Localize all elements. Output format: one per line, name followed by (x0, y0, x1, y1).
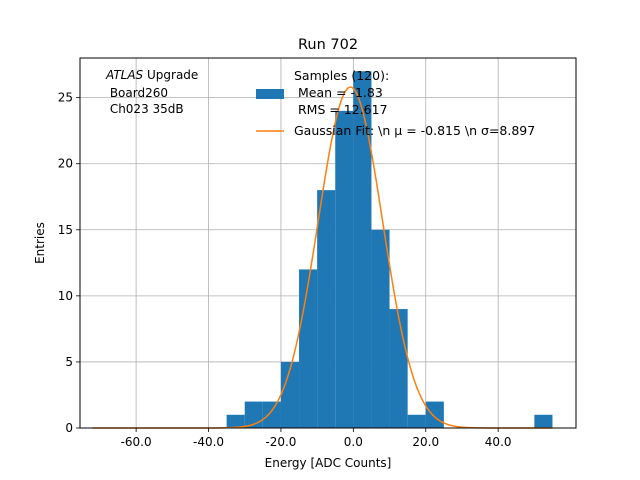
histogram-bar (244, 401, 263, 428)
histogram-bar (317, 190, 336, 428)
x-tick-label: 0.0 (344, 435, 363, 449)
chart-title: Run 702 (298, 37, 358, 53)
histogram-bar (226, 414, 245, 428)
y-tick-label: 5 (65, 355, 73, 369)
legend-fit-label: Gaussian Fit: \n μ = -0.815 \n σ=8.897 (294, 123, 535, 138)
histogram-bar (389, 309, 408, 428)
annotation-line-1: ATLAS Upgrade (105, 68, 198, 82)
histogram-bar (299, 269, 318, 428)
histogram-bar (353, 71, 372, 428)
x-axis-label: Energy [ADC Counts] (265, 456, 392, 470)
x-tick-label: 40.0 (485, 435, 512, 449)
y-tick-label: 0 (65, 421, 73, 435)
x-tick-label: -40.0 (193, 435, 224, 449)
y-tick-label: 10 (58, 289, 73, 303)
y-tick-label: 25 (58, 91, 73, 105)
legend-histogram-label-1: Samples (120): (294, 68, 389, 83)
x-axis-ticks: -60.0 -40.0 -20.0 0.0 20.0 40.0 (121, 428, 512, 449)
legend: Samples (120): Mean = -1.83 RMS = 12.617… (256, 68, 535, 138)
histogram-bar (335, 110, 354, 428)
y-tick-label: 20 (58, 157, 73, 171)
legend-histogram-swatch (256, 89, 284, 99)
x-tick-label: -20.0 (265, 435, 296, 449)
annotation-line-2: Board260 (106, 86, 168, 100)
histogram-bar (534, 414, 553, 428)
histogram-bar (371, 229, 390, 428)
annotation-text: ATLAS Upgrade Board260 Ch023 35dB (105, 68, 198, 116)
axes-frame (79, 57, 577, 429)
x-tick-label: 20.0 (412, 435, 439, 449)
y-tick-label: 15 (58, 223, 73, 237)
x-tick-label: -60.0 (121, 435, 152, 449)
annotation-atlas: ATLAS (105, 68, 144, 82)
histogram-bars (226, 71, 553, 428)
legend-histogram-label-2: Mean = -1.83 (294, 85, 383, 100)
annotation-line-3: Ch023 35dB (106, 102, 184, 116)
histogram-bar (262, 401, 281, 428)
legend-histogram-label-3: RMS = 12.617 (294, 102, 388, 117)
plot-area (79, 57, 577, 429)
histogram-bar (280, 361, 300, 428)
annotation-upgrade: Upgrade (143, 68, 198, 82)
y-axis-ticks: 0 5 10 15 20 25 (58, 91, 80, 435)
y-axis-label: Entries (33, 222, 47, 264)
histogram-bar (407, 414, 426, 428)
histogram-bar (425, 401, 444, 428)
